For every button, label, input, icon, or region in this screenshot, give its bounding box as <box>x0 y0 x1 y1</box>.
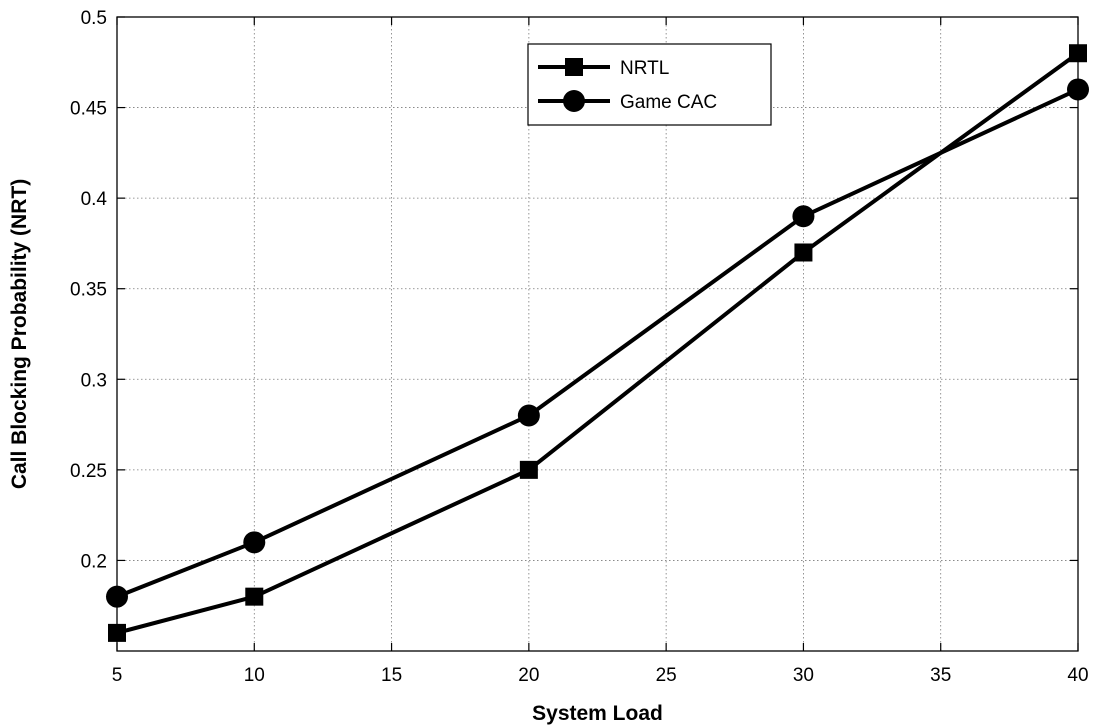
y-tick-label: 0.4 <box>81 189 108 210</box>
legend-marker-circle <box>563 90 585 112</box>
legend-entries: NRTL Game CAC <box>538 58 717 113</box>
y-tick-labels: 0.2 0.25 0.3 0.35 0.4 0.45 0.5 <box>70 8 107 572</box>
legend-entry: NRTL <box>538 58 669 79</box>
plot-frame <box>116 16 1079 652</box>
x-tick-label: 35 <box>930 665 951 686</box>
legend-entry: Game CAC <box>538 90 717 113</box>
x-tick-label: 40 <box>1067 665 1088 686</box>
data-point-square <box>245 587 264 606</box>
data-point-square <box>519 460 538 479</box>
series-line <box>116 87 1079 599</box>
data-point-circle <box>1067 78 1089 101</box>
x-axis-title: System Load <box>532 702 663 725</box>
legend-marker-square <box>565 58 583 76</box>
legend-box <box>527 43 772 126</box>
x-tick-label: 30 <box>793 665 814 686</box>
x-tick-label: 10 <box>244 665 265 686</box>
legend: NRTL Game CAC <box>527 43 772 126</box>
series-group <box>106 44 1089 642</box>
data-point-square <box>108 623 126 642</box>
data-point-circle <box>517 404 540 427</box>
x-tick-labels: 5 10 15 20 25 30 35 40 <box>112 665 1089 686</box>
x-tick-label: 25 <box>656 665 677 686</box>
y-tick-label: 0.25 <box>70 461 107 482</box>
x-tick-label: 20 <box>518 665 539 686</box>
series-nrtl <box>108 44 1087 642</box>
x-tick-label: 15 <box>381 665 402 686</box>
data-point-square <box>794 243 813 262</box>
data-point-circle <box>792 205 815 228</box>
data-point-square <box>1069 44 1087 63</box>
data-point-circle <box>243 531 266 554</box>
y-tick-label: 0.3 <box>81 370 107 391</box>
data-point-circle <box>106 585 128 608</box>
y-tick-label: 0.2 <box>81 551 107 572</box>
y-tick-label: 0.5 <box>81 8 107 29</box>
series-game-cac <box>106 78 1089 608</box>
y-tick-label: 0.35 <box>70 280 107 301</box>
legend-label: NRTL <box>620 58 669 79</box>
y-axis-title: Call Blocking Probability (NRT) <box>8 179 31 489</box>
legend-label: Game CAC <box>620 92 717 113</box>
x-tick-label: 5 <box>112 665 123 686</box>
grid <box>117 17 1078 651</box>
y-tick-label: 0.45 <box>70 99 107 120</box>
